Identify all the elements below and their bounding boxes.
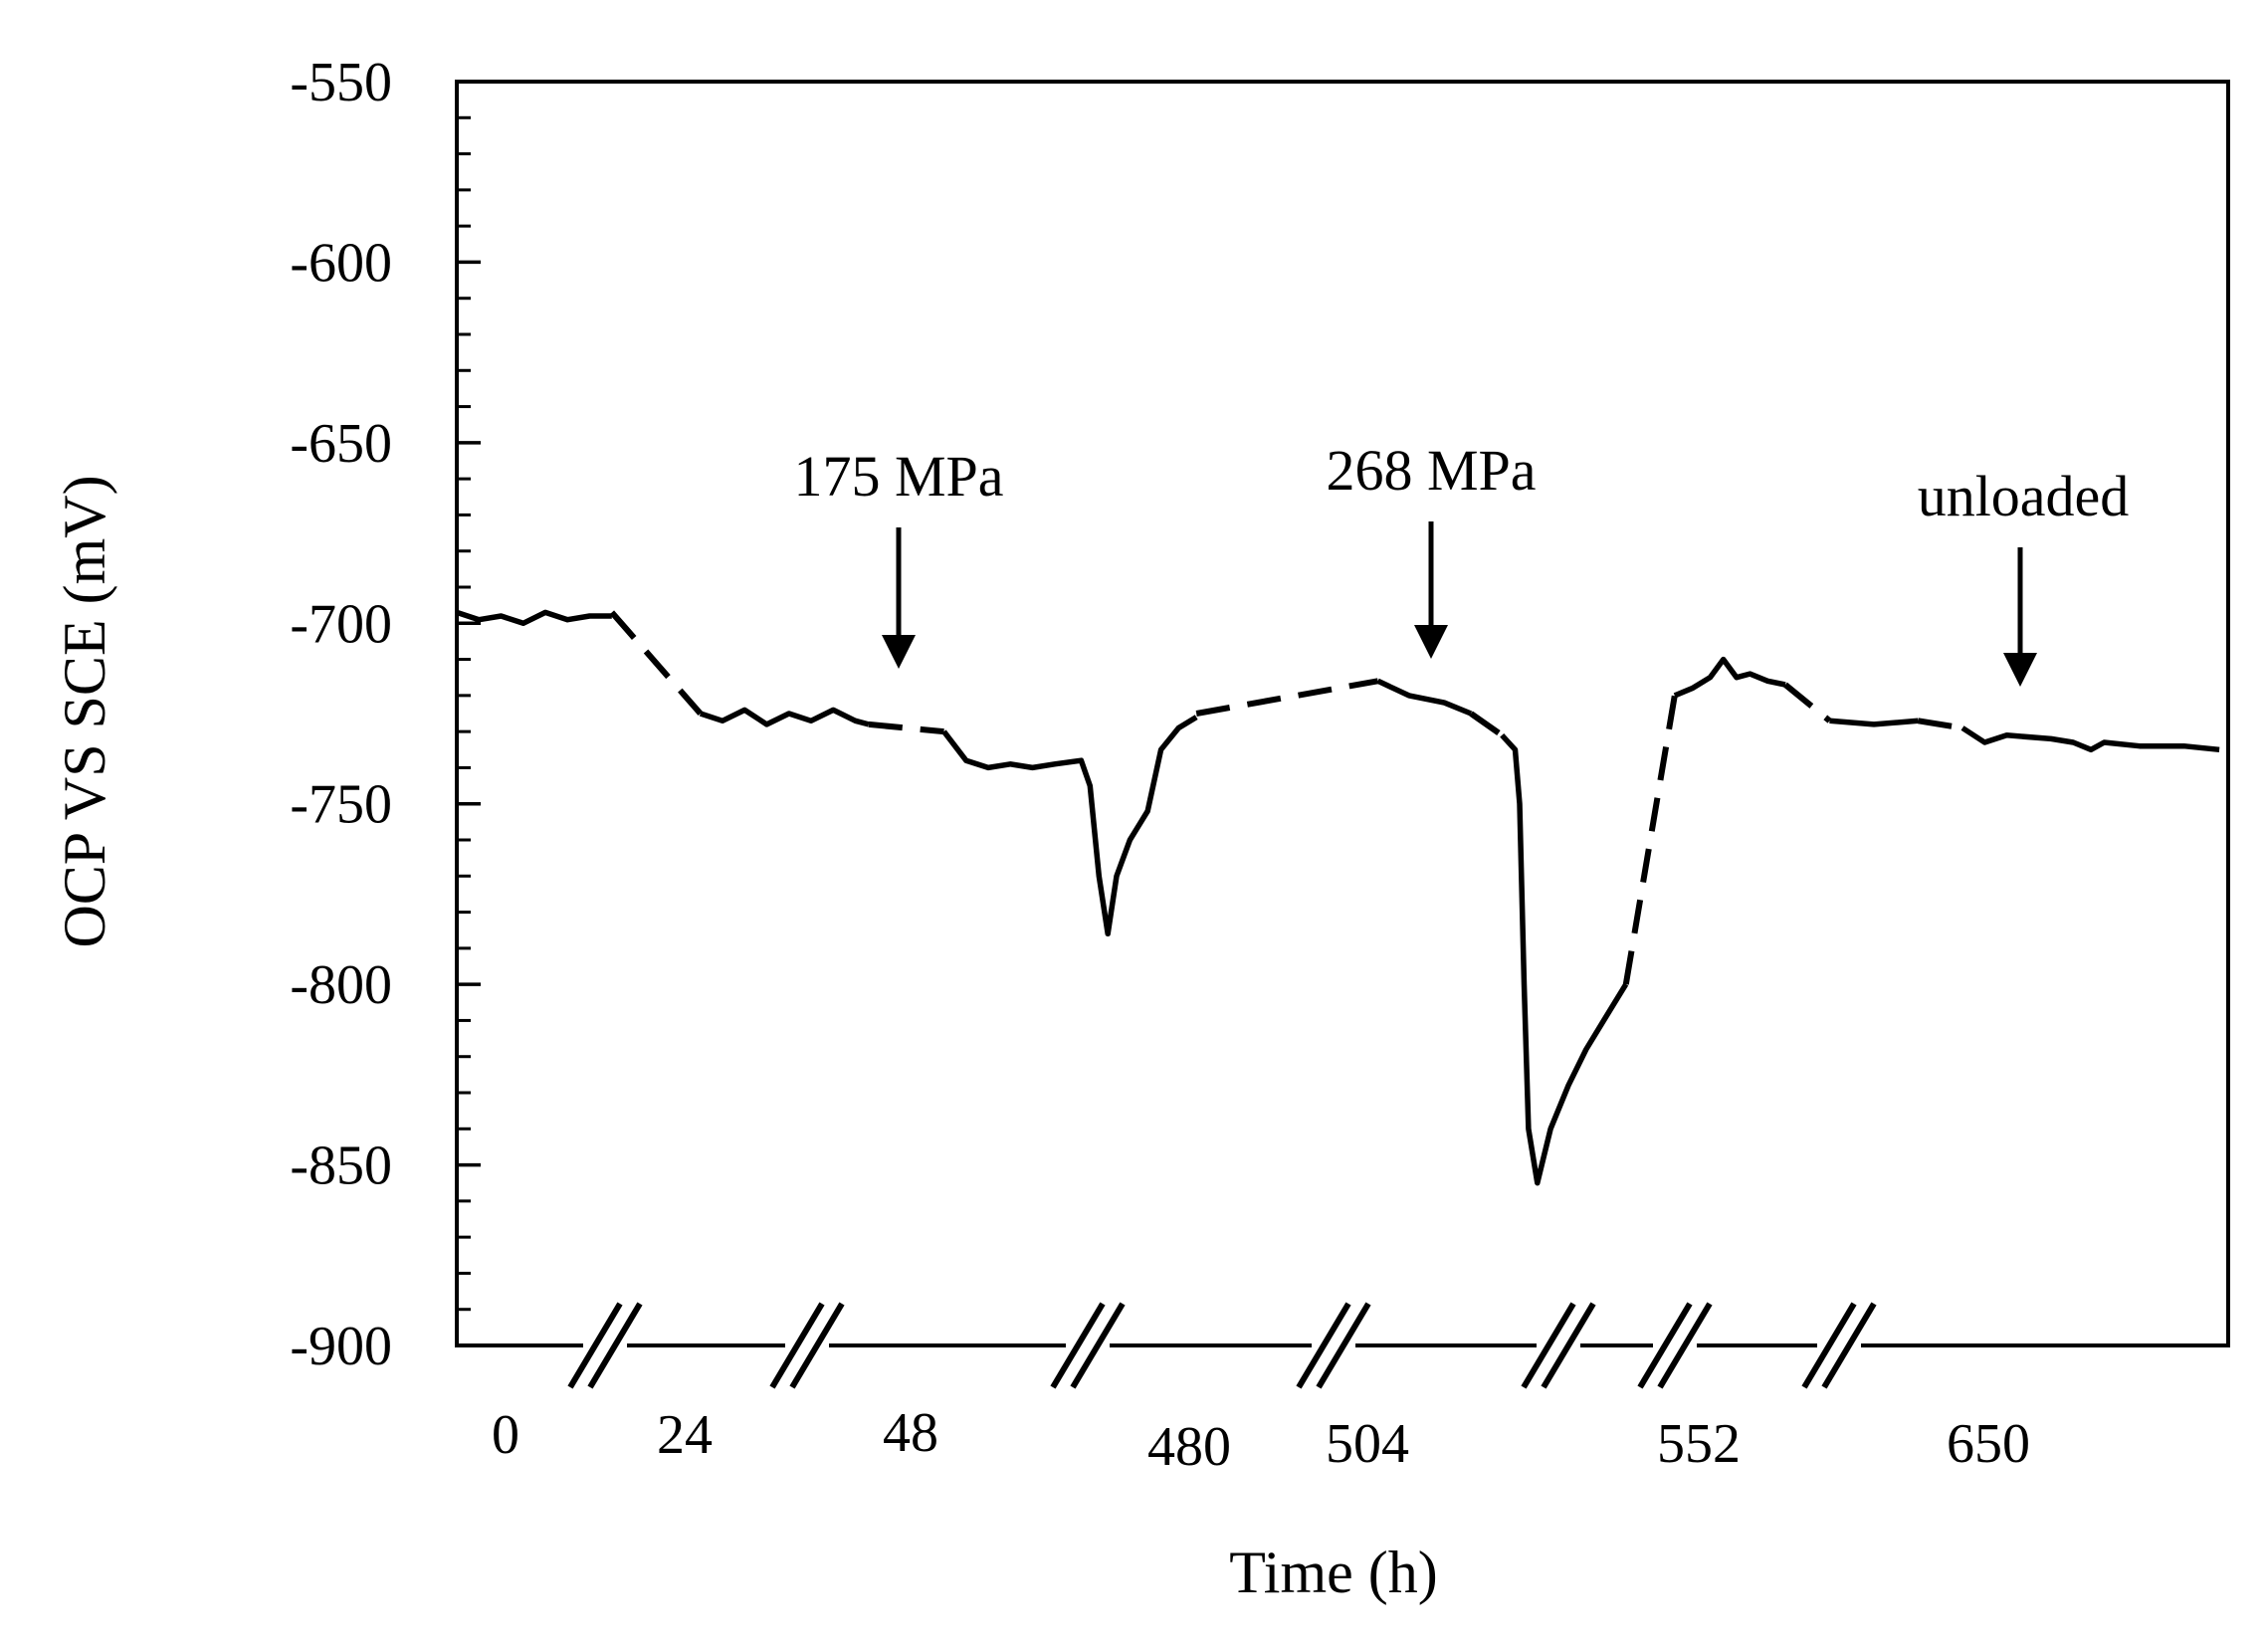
axis-break-slash <box>567 1302 623 1389</box>
y-tick-labels: -550 -600 -650 -700 -750 -800 -850 -900 <box>290 52 392 1377</box>
series-line <box>1376 678 1473 717</box>
series-line <box>456 609 612 627</box>
annotation-arrow-head <box>882 635 916 669</box>
axis-break-gap <box>1537 1341 1580 1349</box>
x-tick-label: 0 <box>492 1404 519 1466</box>
axis-break-slash <box>1050 1302 1106 1389</box>
axis-break-slash <box>587 1302 643 1389</box>
axis-break-slash <box>1821 1302 1877 1389</box>
series-gap-dashed <box>609 610 704 716</box>
annotation-arrow-head <box>1414 625 1448 659</box>
annotation-label: 175 MPa <box>793 444 1003 509</box>
x-tick-label: 480 <box>1147 1416 1231 1478</box>
axis-break-slash <box>1296 1302 1351 1389</box>
axis-break-gap <box>785 1341 829 1349</box>
y-tick-label: -700 <box>290 593 392 655</box>
axis-break-slash <box>1070 1302 1126 1389</box>
x-tick-label: 504 <box>1326 1413 1409 1475</box>
series-gap-dashed <box>1622 695 1678 985</box>
series-gap-dashed <box>1469 711 1504 738</box>
x-tick-label: 650 <box>1947 1413 2030 1475</box>
annotation-label: unloaded <box>1918 464 2130 528</box>
y-tick-label: -550 <box>290 52 392 113</box>
x-tick-label: 552 <box>1657 1413 1741 1475</box>
axis-break-slash <box>1657 1302 1713 1389</box>
y-axis-title: OCP VS SCE (mV) <box>52 475 117 947</box>
axis-break-slash <box>789 1302 845 1389</box>
x-tick-labels: 0 24 48 480 504 552 650 <box>492 1402 2030 1478</box>
y-tick-label: -850 <box>290 1135 392 1197</box>
axis-break-slash <box>1637 1302 1693 1389</box>
axis-break-slash <box>1801 1302 1857 1389</box>
annotation-arrow-head <box>2003 653 2037 687</box>
axis-break-gap <box>1653 1341 1697 1349</box>
y-major-ticks <box>457 80 481 1347</box>
plot-frame <box>455 80 2230 1347</box>
axis-break-gap <box>1817 1341 1861 1349</box>
y-tick-label: -600 <box>290 232 392 294</box>
series-line <box>1500 732 1629 1186</box>
y-tick-label: -800 <box>290 954 392 1016</box>
y-tick-label: -750 <box>290 774 392 836</box>
axis-break-slash <box>1541 1302 1596 1389</box>
annotations: 175 MPa 268 MPa unloaded <box>793 438 2129 687</box>
y-tick-label: -650 <box>290 413 392 475</box>
ocp-series <box>456 609 2220 1186</box>
series-gap-dashed <box>1195 678 1379 717</box>
series-line <box>1673 656 1786 699</box>
series-gap-dashed <box>868 721 944 735</box>
axis-break-gap <box>583 1341 627 1349</box>
series-line <box>941 715 1198 937</box>
axis-break-gap <box>1066 1341 1110 1349</box>
axis-break-slash <box>769 1302 825 1389</box>
series-gap-dashed <box>1783 682 1832 723</box>
y-tick-label: -900 <box>290 1316 392 1377</box>
series-gap-dashed <box>1918 718 1963 731</box>
axis-break-marks <box>567 1302 1877 1389</box>
x-tick-label: 48 <box>883 1402 938 1464</box>
x-axis-title: Time (h) <box>1229 1540 1437 1605</box>
series-line <box>1829 718 1919 727</box>
y-minor-ticks <box>457 115 471 1312</box>
series-line <box>699 707 870 727</box>
annotation-label: 268 MPa <box>1326 438 1536 503</box>
x-tick-label: 24 <box>657 1404 713 1466</box>
axis-break-gap <box>1312 1341 1355 1349</box>
axis-break-slash <box>1521 1302 1576 1389</box>
axis-break-slash <box>1316 1302 1371 1389</box>
series-line <box>1960 725 2220 753</box>
